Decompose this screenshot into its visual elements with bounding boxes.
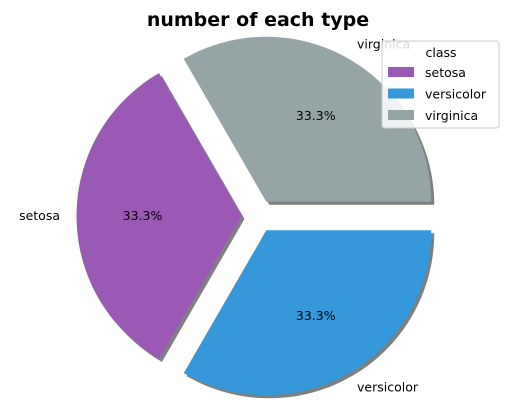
percent-label-virginica: 33.3% xyxy=(296,108,336,123)
chart-title: number of each type xyxy=(147,9,369,31)
legend-swatch-virginica xyxy=(388,110,414,120)
category-label-setosa: setosa xyxy=(19,208,60,223)
legend-title: class xyxy=(425,45,456,60)
category-label-versicolor: versicolor xyxy=(357,379,419,394)
percent-label-setosa: 33.3% xyxy=(123,208,163,223)
percent-label-versicolor: 33.3% xyxy=(296,308,336,323)
legend-label-versicolor: versicolor xyxy=(425,87,487,102)
legend-label-virginica: virginica xyxy=(425,108,478,123)
legend-swatch-versicolor xyxy=(388,89,414,99)
legend: class setosa versicolor virginica xyxy=(382,41,499,128)
legend-label-setosa: setosa xyxy=(425,65,466,80)
legend-swatch-setosa xyxy=(388,67,414,77)
